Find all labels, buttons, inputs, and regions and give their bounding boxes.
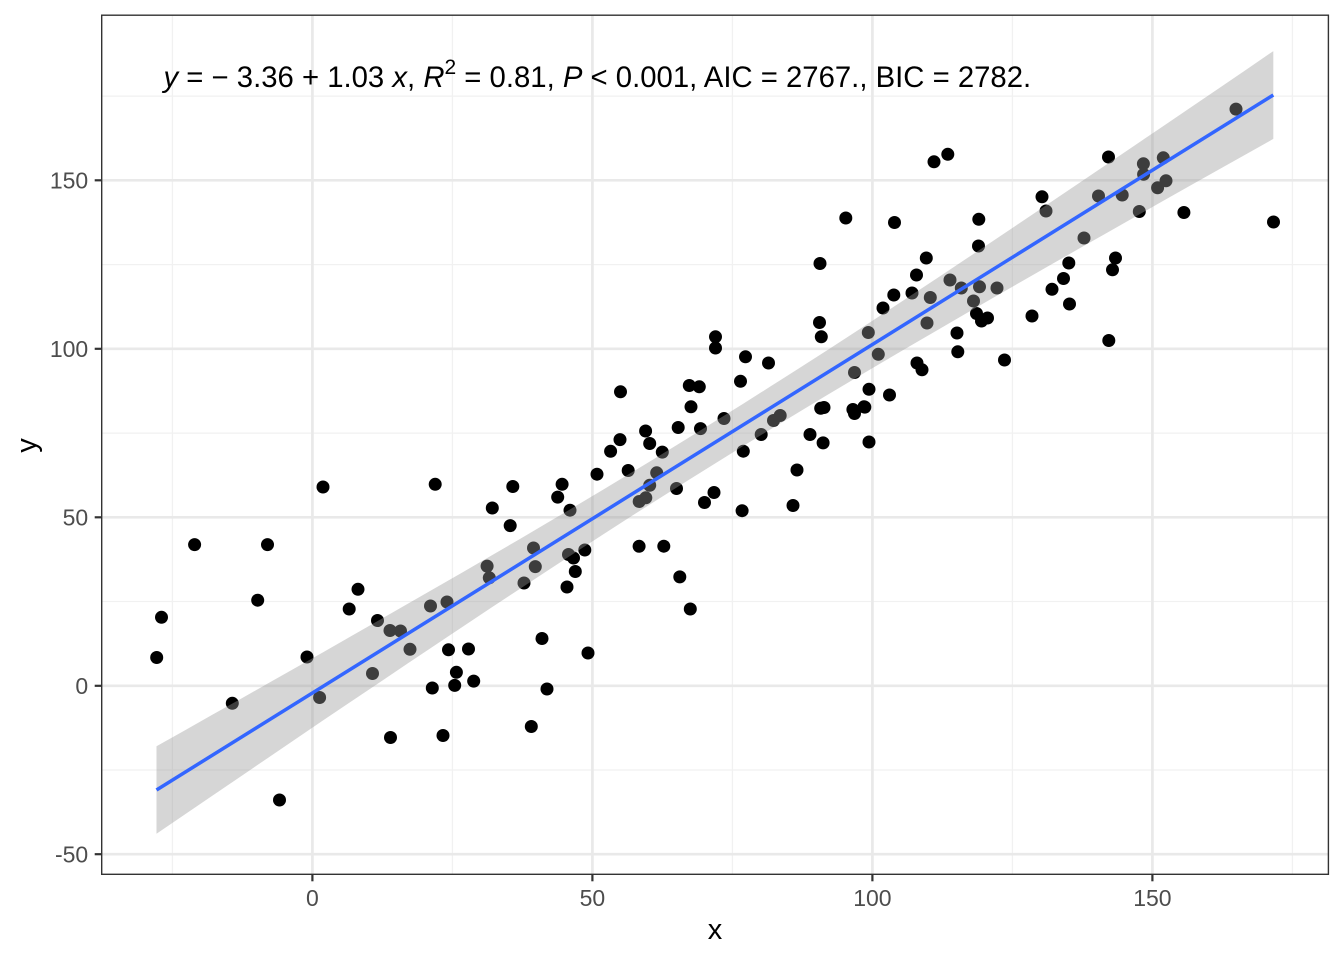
svg-text:y: y [11,438,43,453]
svg-text:150: 150 [1133,885,1171,911]
svg-text:100: 100 [50,336,88,362]
svg-text:y = − 3.36 + 1.03 x, R2 = 0.81: y = − 3.36 + 1.03 x, R2 = 0.81, P < 0.00… [162,56,1032,95]
svg-text:0: 0 [306,885,319,911]
svg-text:100: 100 [853,885,891,911]
svg-text:150: 150 [50,168,88,194]
svg-text:x: x [708,914,723,946]
svg-text:50: 50 [63,505,89,531]
svg-text:0: 0 [75,673,88,699]
svg-text:50: 50 [580,885,606,911]
svg-text:-50: -50 [55,842,88,868]
